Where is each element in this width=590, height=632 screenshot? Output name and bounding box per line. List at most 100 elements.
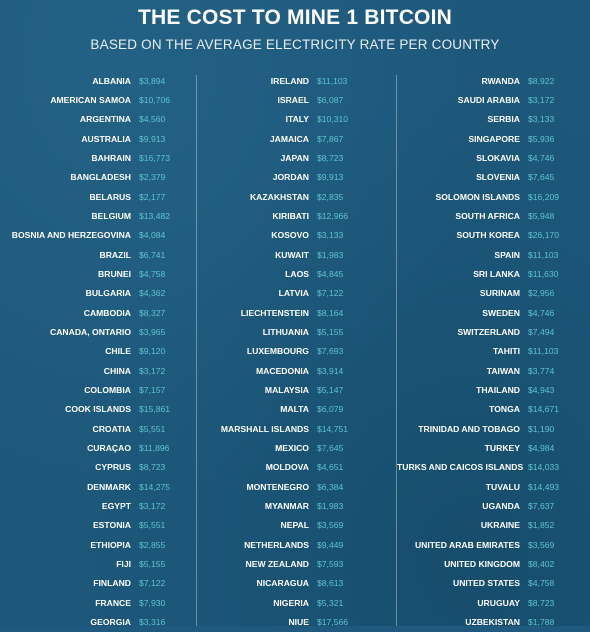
country-row: UGANDA $7,637 xyxy=(397,496,590,515)
country-row: CURAÇAO $11,896 xyxy=(0,438,195,457)
country-name: JORDAN xyxy=(272,172,309,183)
country-row: TONGA $14,671 xyxy=(397,400,590,419)
country-row: BELARUS $2,177 xyxy=(0,187,195,206)
country-name: AMERICAN SAMOA xyxy=(50,94,131,105)
mining-cost: $7,645 xyxy=(317,442,344,453)
country-row: KAZAKHSTAN $2,835 xyxy=(197,187,396,206)
country-name: SOUTH KOREA xyxy=(456,230,520,241)
country-name: NICARAGUA xyxy=(256,578,309,589)
country-name: COLOMBIA xyxy=(84,384,131,395)
mining-cost: $8,164 xyxy=(317,307,344,318)
mining-cost: $9,449 xyxy=(317,539,344,550)
mining-cost: $4,984 xyxy=(528,442,555,453)
country-name: IRELAND xyxy=(270,75,309,86)
country-name: MOLDOVA xyxy=(265,462,309,473)
mining-cost: $5,551 xyxy=(139,520,166,531)
country-row: JAPAN $8,723 xyxy=(197,148,396,167)
country-row: BULGARIA $4,362 xyxy=(0,284,195,303)
country-row: AMERICAN SAMOA $10,706 xyxy=(0,90,195,109)
country-row: JAMAICA $7,867 xyxy=(197,129,396,148)
mining-cost: $4,084 xyxy=(139,230,166,241)
mining-cost: $8,723 xyxy=(139,462,166,473)
country-row: FINLAND $7,122 xyxy=(0,574,195,593)
country-row: TRINIDAD AND TOBAGO $1,190 xyxy=(397,419,590,438)
country-row: CHILE $9,120 xyxy=(0,342,195,361)
country-name: LITHUANIA xyxy=(262,326,309,337)
country-name: CYPRUS xyxy=(95,462,131,473)
mining-cost: $6,087 xyxy=(317,94,344,105)
country-row: UNITED STATES $4,758 xyxy=(397,574,590,593)
country-row: SLOVENIA $7,645 xyxy=(397,168,590,187)
country-name: FRANCE xyxy=(95,597,131,608)
country-name: ALBANIA xyxy=(92,75,131,86)
country-row: LAOS $4,845 xyxy=(197,264,396,283)
country-name: EGYPT xyxy=(101,500,131,511)
country-row: BRUNEI $4,758 xyxy=(0,264,195,283)
country-row: DENMARK $14,275 xyxy=(0,477,195,496)
country-name: KIRIBATI xyxy=(272,210,309,221)
country-name: AUSTRALIA xyxy=(81,133,131,144)
mining-cost: $17,566 xyxy=(317,616,349,627)
country-name: JAMAICA xyxy=(269,133,309,144)
country-name: SERBIA xyxy=(487,114,520,125)
country-name: TRINIDAD AND TOBAGO xyxy=(418,423,520,434)
country-name: LATVIA xyxy=(278,288,309,299)
mining-cost: $15,861 xyxy=(139,404,171,415)
mining-cost: $8,613 xyxy=(317,578,344,589)
country-row: CROATIA $5,551 xyxy=(0,419,195,438)
country-row: COLOMBIA $7,157 xyxy=(0,380,195,399)
mining-cost: $6,741 xyxy=(139,249,166,260)
country-row: SPAIN $11,103 xyxy=(397,245,590,264)
mining-cost: $5,155 xyxy=(317,326,344,337)
country-row: JORDAN $9,913 xyxy=(197,168,396,187)
mining-cost: $7,930 xyxy=(139,597,166,608)
mining-cost: $10,706 xyxy=(139,94,171,105)
country-row: UNITED ARAB EMIRATES $3,569 xyxy=(397,535,590,554)
mining-cost: $14,751 xyxy=(317,423,349,434)
country-name: SPAIN xyxy=(494,249,520,260)
mining-cost: $3,172 xyxy=(139,365,166,376)
country-row: SOUTH KOREA $26,170 xyxy=(397,226,590,245)
country-name: UNITED KINGDOM xyxy=(444,558,520,569)
country-name: MYANMAR xyxy=(264,500,309,511)
mining-cost: $7,867 xyxy=(317,133,344,144)
country-row: LITHUANIA $5,155 xyxy=(197,322,396,341)
mining-cost: $3,774 xyxy=(528,365,555,376)
mining-cost: $3,914 xyxy=(317,365,344,376)
mining-cost: $4,758 xyxy=(139,268,166,279)
country-row: SWITZERLAND $7,494 xyxy=(397,322,590,341)
country-row: TAHITI $11,103 xyxy=(397,342,590,361)
column-3: RWANDA $8,922 SAUDI ARABIA $3,172 SERBIA $3,1… xyxy=(397,71,590,632)
header: THE COST TO MINE 1 BITCOIN BASED ON THE … xyxy=(0,0,590,52)
country-name: SAUDI ARABIA xyxy=(457,94,520,105)
mining-cost: $2,177 xyxy=(139,191,166,202)
mining-cost: $9,120 xyxy=(139,346,166,357)
country-name: TAHITI xyxy=(492,346,520,357)
country-row: ETHIOPIA $2,855 xyxy=(0,535,195,554)
mining-cost: $8,723 xyxy=(528,597,555,608)
country-row: UZBEKISTAN $1,788 xyxy=(397,612,590,631)
country-name: TURKEY xyxy=(484,442,520,453)
country-row: SERBIA $3,133 xyxy=(397,110,590,129)
mining-cost: $3,569 xyxy=(317,520,344,531)
country-row: GEORGIA $3,316 xyxy=(0,612,195,631)
country-row: MALTA $6,079 xyxy=(197,400,396,419)
country-name: MALTA xyxy=(280,404,309,415)
mining-cost: $7,157 xyxy=(139,384,166,395)
country-row: SURINAM $2,956 xyxy=(397,284,590,303)
country-row: NEW ZEALAND $7,593 xyxy=(197,554,396,573)
country-name: SINGAPORE xyxy=(468,133,520,144)
country-row: SWEDEN $4,746 xyxy=(397,303,590,322)
country-name: SOLOMON ISLANDS xyxy=(435,191,520,202)
country-name: CURAÇAO xyxy=(87,442,131,453)
mining-cost: $4,943 xyxy=(528,384,555,395)
country-row: MYANMAR $1,983 xyxy=(197,496,396,515)
mining-cost: $14,275 xyxy=(139,481,171,492)
mining-cost: $1,190 xyxy=(528,423,555,434)
country-row: KUWAIT $1,983 xyxy=(197,245,396,264)
mining-cost: $4,746 xyxy=(528,152,555,163)
country-name: SURINAM xyxy=(479,288,520,299)
country-name: CHINA xyxy=(103,365,131,376)
country-name: SRI LANKA xyxy=(473,268,520,279)
country-row: MACEDONIA $3,914 xyxy=(197,361,396,380)
